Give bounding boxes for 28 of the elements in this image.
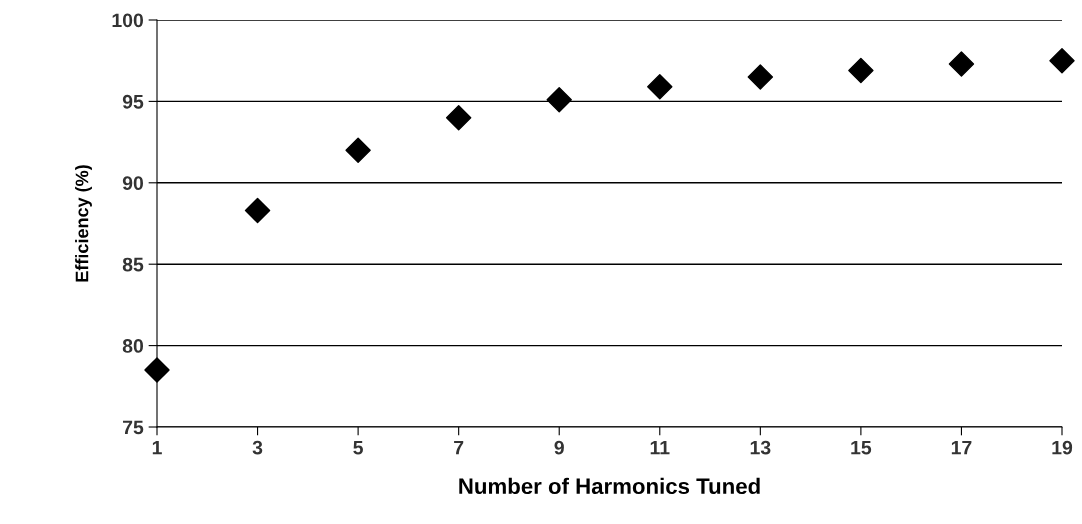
y-axis-title: Efficiency (%) bbox=[75, 165, 92, 282]
x-tick-label: 1 bbox=[152, 440, 162, 455]
point bbox=[647, 74, 673, 100]
y-tick-label: 80 bbox=[122, 339, 144, 353]
y-tick-label: 100 bbox=[112, 13, 144, 28]
y-tick-label: 95 bbox=[122, 94, 144, 109]
point bbox=[546, 87, 572, 113]
y-tick-label: 75 bbox=[123, 420, 144, 435]
x-tick-label: 13 bbox=[750, 440, 771, 455]
y-tick-label: 90 bbox=[122, 176, 144, 191]
x-tick-label: 9 bbox=[554, 440, 564, 455]
x-tick-label: 17 bbox=[951, 440, 972, 455]
x-tick-label: 3 bbox=[252, 440, 263, 455]
point bbox=[948, 51, 975, 77]
point bbox=[1049, 47, 1075, 74]
point bbox=[144, 357, 170, 383]
x-tick-label: 5 bbox=[353, 440, 363, 455]
point bbox=[345, 137, 371, 163]
point bbox=[244, 197, 271, 224]
x-tick-label: 19 bbox=[1052, 440, 1073, 455]
point bbox=[445, 104, 472, 131]
x-axis-title: Number of Harmonics Tuned bbox=[459, 477, 760, 495]
x-tick-label: 11 bbox=[650, 440, 670, 455]
x-tick-label: 7 bbox=[454, 440, 464, 455]
x-tick-label: 15 bbox=[851, 440, 872, 455]
y-tick-label: 85 bbox=[122, 257, 144, 272]
point bbox=[747, 64, 774, 90]
point bbox=[848, 57, 874, 84]
